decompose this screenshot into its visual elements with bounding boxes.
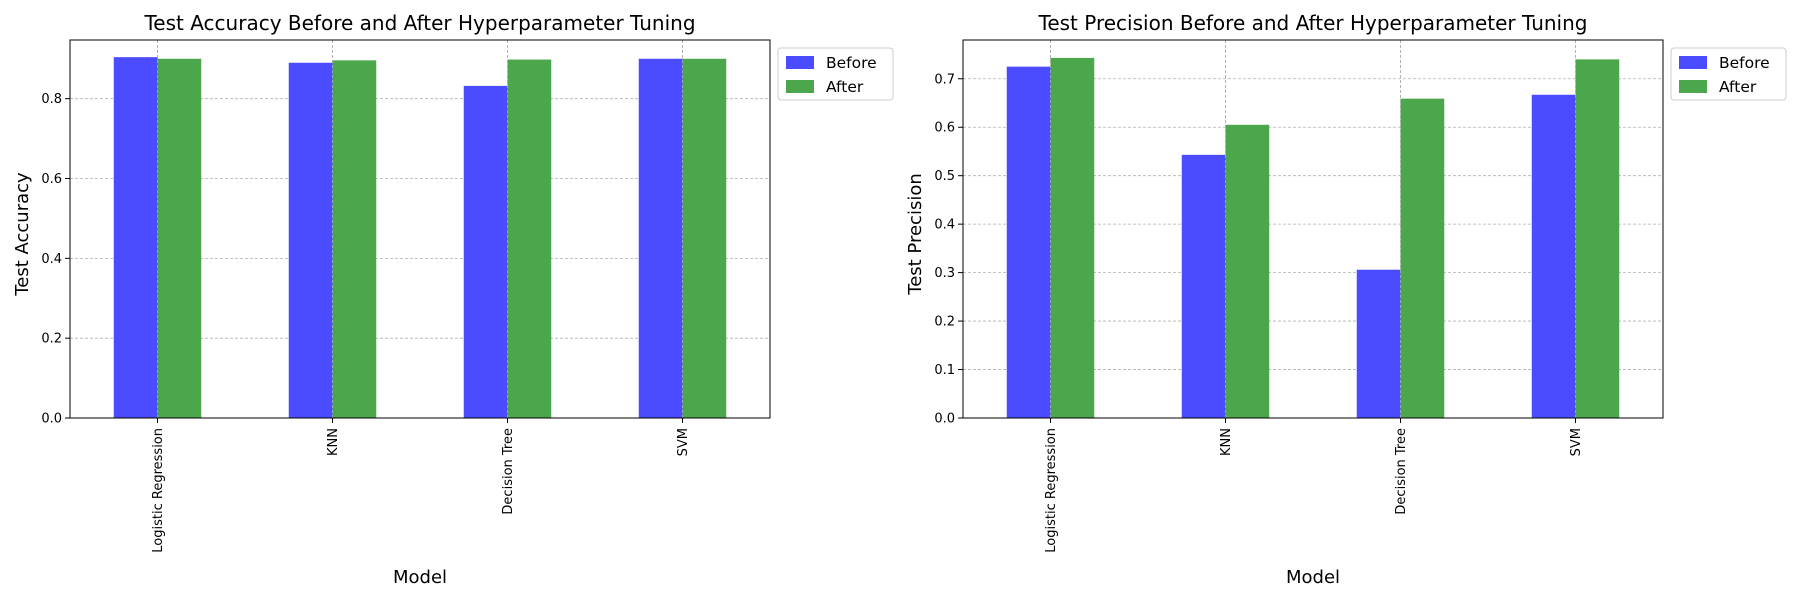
accuracy-chart-xlabel: Model [393, 567, 447, 588]
legend-swatch-after [1679, 80, 1707, 93]
legend-swatch-before [1679, 56, 1707, 69]
x-tick-label: Decision Tree [1394, 428, 1409, 515]
accuracy-chart-title: Test Accuracy Before and After Hyperpara… [143, 11, 695, 35]
x-tick-label: KNN [326, 428, 341, 456]
x-tick-label: Decision Tree [501, 428, 516, 515]
y-tick-label: 0.7 [934, 72, 955, 87]
bar-before-2 [1356, 269, 1401, 418]
accuracy-chart-ylabel: Test Accuracy [12, 172, 33, 297]
bar-before-3 [638, 58, 683, 419]
bar-after-2 [507, 59, 552, 419]
precision-chart-xlabel: Model [1286, 567, 1340, 588]
legend-label-before: Before [1719, 54, 1770, 72]
y-tick-label: 0.3 [934, 266, 955, 281]
bar-before-0 [113, 57, 158, 419]
bar-after-3 [682, 58, 727, 419]
x-tick-label: SVM [1569, 428, 1584, 456]
bar-after-0 [1050, 57, 1095, 418]
bar-before-1 [1181, 154, 1226, 418]
legend-swatch-after [786, 80, 814, 93]
accuracy-legend: Before After [777, 47, 894, 101]
precision-chart-ylabel: Test Precision [905, 173, 926, 295]
x-tick-label: Logistic Regression [151, 428, 166, 553]
y-tick-label: 0.0 [41, 412, 62, 427]
bar-before-3 [1531, 94, 1576, 418]
legend-label-after: After [1719, 78, 1757, 96]
x-tick-label: SVM [676, 428, 691, 456]
y-tick-label: 0.6 [934, 121, 955, 136]
bar-after-2 [1400, 98, 1445, 418]
plot-frame [962, 39, 1664, 419]
precision-chart-title: Test Precision Before and After Hyperpar… [1038, 11, 1588, 35]
bar-after-1 [332, 60, 377, 418]
legend-label-after: After [826, 78, 864, 96]
y-tick-label: 0.1 [934, 363, 955, 378]
y-tick-label: 0.6 [41, 172, 62, 187]
y-tick-label: 0.5 [934, 169, 955, 184]
bar-before-1 [288, 62, 333, 419]
bar-after-3 [1575, 59, 1620, 419]
y-tick-label: 0.4 [41, 252, 62, 267]
bar-before-2 [463, 85, 508, 419]
x-tick-label: Logistic Regression [1044, 428, 1059, 553]
bar-after-0 [157, 58, 202, 419]
precision-chart: Test Precision Before and After Hyperpar… [905, 11, 1787, 588]
bar-before-0 [1006, 66, 1051, 419]
accuracy-chart: Test Accuracy Before and After Hyperpara… [12, 11, 894, 588]
legend-label-before: Before [826, 54, 877, 72]
y-tick-label: 0.0 [934, 412, 955, 427]
bar-after-1 [1225, 124, 1270, 419]
y-tick-label: 0.2 [934, 315, 955, 330]
legend-swatch-before [786, 56, 814, 69]
y-tick-label: 0.8 [41, 92, 62, 107]
y-tick-label: 0.2 [41, 332, 62, 347]
precision-legend: Before After [1670, 47, 1787, 101]
y-tick-label: 0.4 [934, 218, 955, 233]
x-tick-label: KNN [1219, 428, 1234, 456]
plot-frame [69, 39, 771, 419]
